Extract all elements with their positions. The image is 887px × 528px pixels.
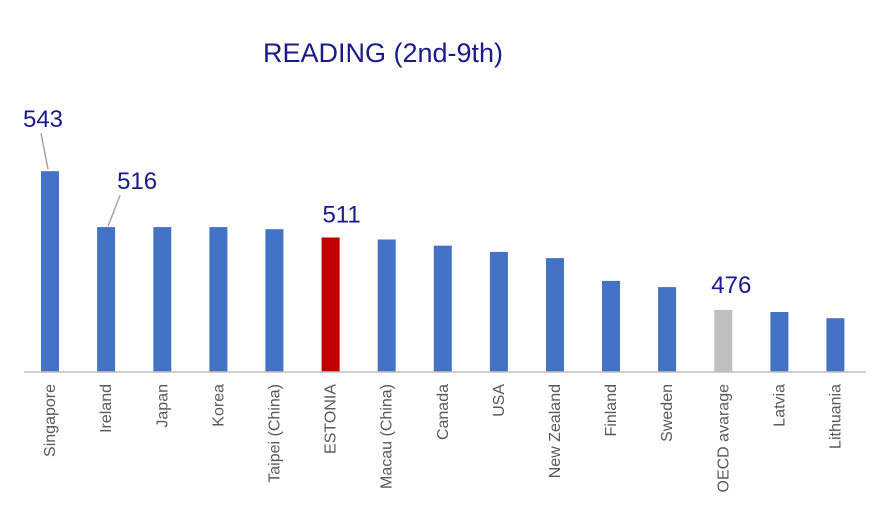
tick-label-usa: USA <box>491 384 508 417</box>
bar-korea <box>209 227 228 372</box>
bar-japan <box>153 227 172 372</box>
tick-label-latvia: Latvia <box>771 384 788 427</box>
bar-taipei-china <box>265 229 284 372</box>
data-label-estonia: 511 <box>322 202 360 229</box>
bar-singapore <box>41 171 59 372</box>
bar-usa <box>489 251 508 372</box>
tick-label-sweden: Sweden <box>659 384 676 442</box>
tick-label-canada: Canada <box>435 384 452 440</box>
tick-label-singapore: Singapore <box>42 384 59 457</box>
tick-label-finland: Finland <box>603 384 620 436</box>
bar-latvia <box>770 312 789 372</box>
bar-estonia <box>321 237 340 372</box>
bar-macau-china <box>377 239 396 372</box>
tick-label-korea: Korea <box>210 384 227 427</box>
tick-label-ireland: Ireland <box>98 384 115 433</box>
data-labels-group: 543 516 511 476 <box>23 106 751 299</box>
bars-group <box>41 171 845 372</box>
tick-label-macau-china: Macau (China) <box>379 384 396 489</box>
bar-finland <box>602 280 620 372</box>
tick-label-lithuania: Lithuania <box>827 384 844 449</box>
tick-label-oecd-avarage: OECD avarage <box>715 384 732 493</box>
bar-oecd-avarage <box>714 309 733 372</box>
bar-new-zealand <box>546 258 564 372</box>
tick-label-taipei-china: Taipei (China) <box>266 384 283 483</box>
category-labels-group: Singapore Ireland Japan Korea Taipei (China)… <box>42 384 844 493</box>
leader-line-ireland <box>107 194 121 227</box>
leader-line-singapore <box>40 133 49 170</box>
bar-canada <box>433 245 452 372</box>
data-label-ireland: 516 <box>117 168 157 195</box>
data-label-oecd-avarage: 476 <box>711 272 751 299</box>
leader-lines-group <box>40 133 121 227</box>
tick-label-estonia: ESTONIA <box>323 384 340 454</box>
chart-title: READING (2nd-9th) <box>263 38 503 68</box>
bar-ireland <box>97 227 116 372</box>
data-label-singapore: 543 <box>23 106 63 133</box>
bar-lithuania <box>826 318 845 372</box>
tick-label-new-zealand: New Zealand <box>547 384 564 478</box>
bar-sweden <box>658 287 677 372</box>
tick-label-japan: Japan <box>154 384 171 428</box>
